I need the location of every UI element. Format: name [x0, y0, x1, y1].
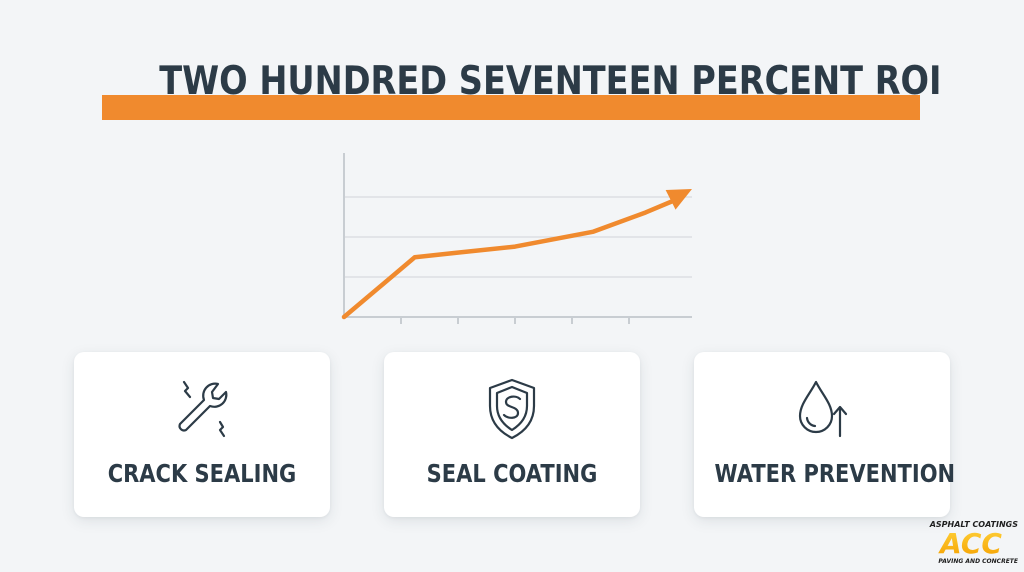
roi-arrow-head — [665, 189, 692, 210]
card-seal-coating: SEAL COATING — [384, 352, 640, 517]
shield-icon — [488, 378, 536, 440]
chart-grid — [344, 196, 692, 278]
chart-axes — [343, 153, 692, 318]
logo-main-text: ACC — [938, 528, 1002, 556]
title-underline-bar — [102, 95, 920, 120]
chart-x-ticks — [400, 317, 630, 324]
page-title: TWO HUNDRED SEVENTEEN PERCENT ROI — [159, 59, 942, 104]
water-drop-icon — [798, 380, 848, 438]
roi-line — [341, 195, 683, 320]
chart-series — [341, 189, 692, 320]
company-logo: ASPHALT COATINGS ACC PAVING AND CONCRETE — [918, 520, 1018, 568]
title-block: TWO HUNDRED SEVENTEEN PERCENT ROI — [102, 52, 942, 120]
logo-mark: ACC — [938, 528, 1002, 556]
roi-growth-chart — [341, 153, 692, 324]
card-label: CRACK SEALING — [107, 459, 297, 488]
card-water-prevention: WATER PREVENTION — [694, 352, 956, 517]
logo-bottom-text: PAVING AND CONCRETE — [938, 558, 1018, 565]
card-label: WATER PREVENTION — [714, 459, 956, 488]
wrench-icon — [178, 380, 228, 438]
card-label: SEAL COATING — [426, 459, 598, 488]
logo-top-text: ASPHALT COATINGS — [929, 520, 1018, 529]
card-crack-sealing: CRACK SEALING — [74, 352, 330, 517]
